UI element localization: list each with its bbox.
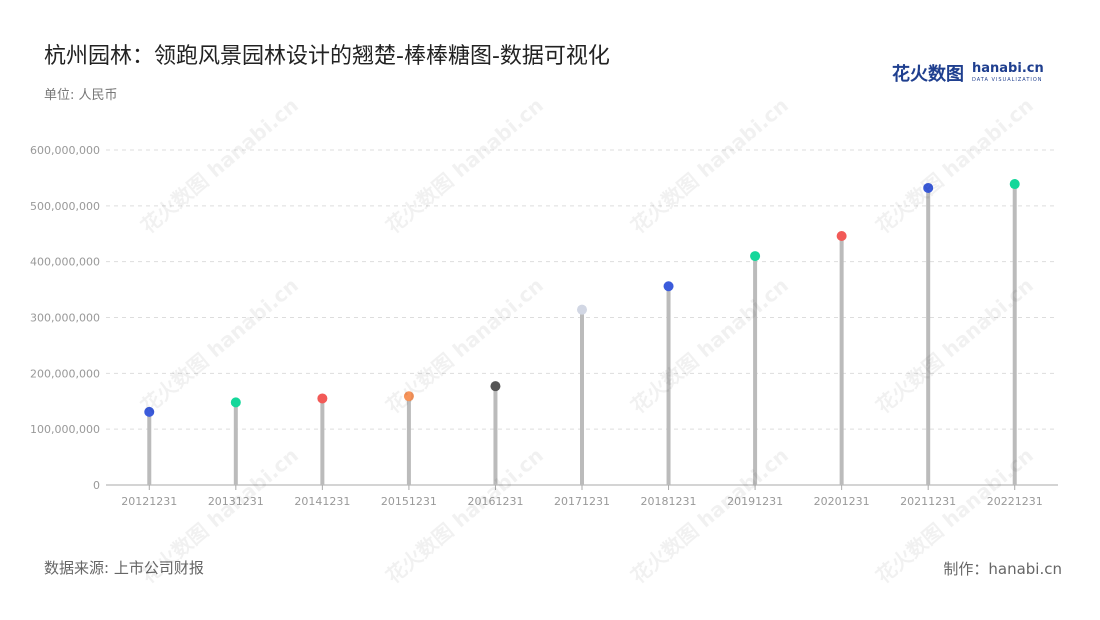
x-tick-label: 20161231 [467,495,523,508]
lollipop-dot [144,406,155,417]
y-tick-label: 100,000,000 [30,423,100,436]
chart-title: 杭州园林：领跑风景园林设计的翘楚-棒棒糖图-数据可视化 [44,44,610,69]
y-tick-label: 0 [93,479,100,492]
lollipop-dot [923,182,934,193]
lollipop-dot [230,397,241,408]
axes: 0 100,000,000 200,000,000 300,000,000 400,00… [30,144,1058,508]
brand-logo-sub: DATA VISUALIZATION [972,77,1043,83]
brand-logo: 花火数图 hanabi.cn DATA VISUALIZATION [892,60,1044,86]
x-tick-label: 20191231 [727,495,783,508]
lollipop-dot [317,393,328,404]
lollipop-dot [836,230,847,241]
lollipop-dot [577,304,587,315]
brand-logo-cn: 花火数图 [892,64,964,85]
data-source: 数据来源: 上市公司财报 [44,559,204,577]
brand-logo-en: hanabi.cn [972,61,1044,76]
maker-credit: 制作：hanabi.cn [943,560,1062,578]
unit-label: 单位: 人民币 [44,88,118,103]
y-tick-label: 300,000,000 [30,312,100,325]
x-tick-label: 20201231 [814,495,870,508]
x-tick-label: 20121231 [121,495,177,508]
x-tick-label: 20141231 [294,495,350,508]
x-tick-label: 20211231 [900,495,956,508]
x-tick-label: 20181231 [641,495,697,508]
y-tick-label: 400,000,000 [30,256,100,269]
x-tick-label: 20151231 [381,495,437,508]
lollipop-dot [750,251,761,262]
y-tick-label: 600,000,000 [30,144,100,157]
lollipop-dot [1009,179,1020,190]
x-tick-label: 20171231 [554,495,610,508]
lollipop-dot [663,281,674,292]
lollipop-dot [403,391,414,402]
y-tick-label: 200,000,000 [30,367,100,380]
x-tick-label: 20131231 [208,495,264,508]
lollipop-dot [490,381,501,392]
y-tick-label: 500,000,000 [30,200,100,213]
x-tick-label: 20221231 [987,495,1043,508]
lollipops [144,179,1020,485]
